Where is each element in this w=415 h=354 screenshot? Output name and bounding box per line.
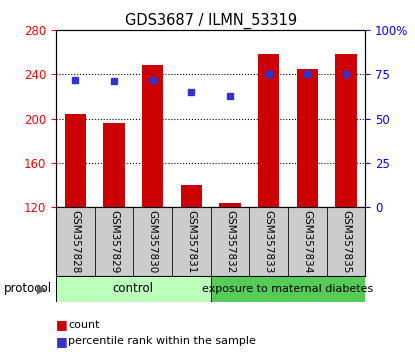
Bar	[210, 207, 249, 276]
Text: count: count	[68, 320, 100, 330]
Text: percentile rank within the sample: percentile rank within the sample	[68, 336, 256, 346]
Text: ■: ■	[56, 335, 68, 348]
Bar	[219, 202, 241, 207]
Bar	[56, 207, 95, 276]
Text: GSM357832: GSM357832	[225, 210, 235, 273]
Text: protocol: protocol	[4, 282, 52, 295]
Text: control: control	[113, 282, 154, 295]
Text: GSM357829: GSM357829	[109, 210, 119, 273]
Bar	[142, 65, 163, 207]
Bar	[210, 276, 365, 302]
Bar	[327, 207, 365, 276]
Bar	[103, 123, 124, 207]
Text: GSM357831: GSM357831	[186, 210, 196, 273]
Bar	[297, 69, 318, 207]
Bar	[249, 207, 288, 276]
Text: exposure to maternal diabetes: exposure to maternal diabetes	[202, 284, 374, 294]
Bar	[258, 55, 279, 207]
Text: GSM357835: GSM357835	[341, 210, 351, 273]
Bar	[172, 207, 210, 276]
Text: GSM357828: GSM357828	[71, 210, 81, 273]
Text: ▶: ▶	[37, 282, 47, 295]
Text: ■: ■	[56, 318, 68, 331]
Bar	[65, 114, 86, 207]
Bar	[288, 207, 327, 276]
Bar	[56, 276, 210, 302]
Text: GSM357834: GSM357834	[302, 210, 312, 273]
Text: GSM357830: GSM357830	[148, 210, 158, 273]
Text: GSM357833: GSM357833	[264, 210, 273, 273]
Title: GDS3687 / ILMN_53319: GDS3687 / ILMN_53319	[124, 12, 297, 29]
Bar	[95, 207, 133, 276]
Bar	[133, 207, 172, 276]
Bar	[335, 55, 356, 207]
Bar	[181, 185, 202, 207]
